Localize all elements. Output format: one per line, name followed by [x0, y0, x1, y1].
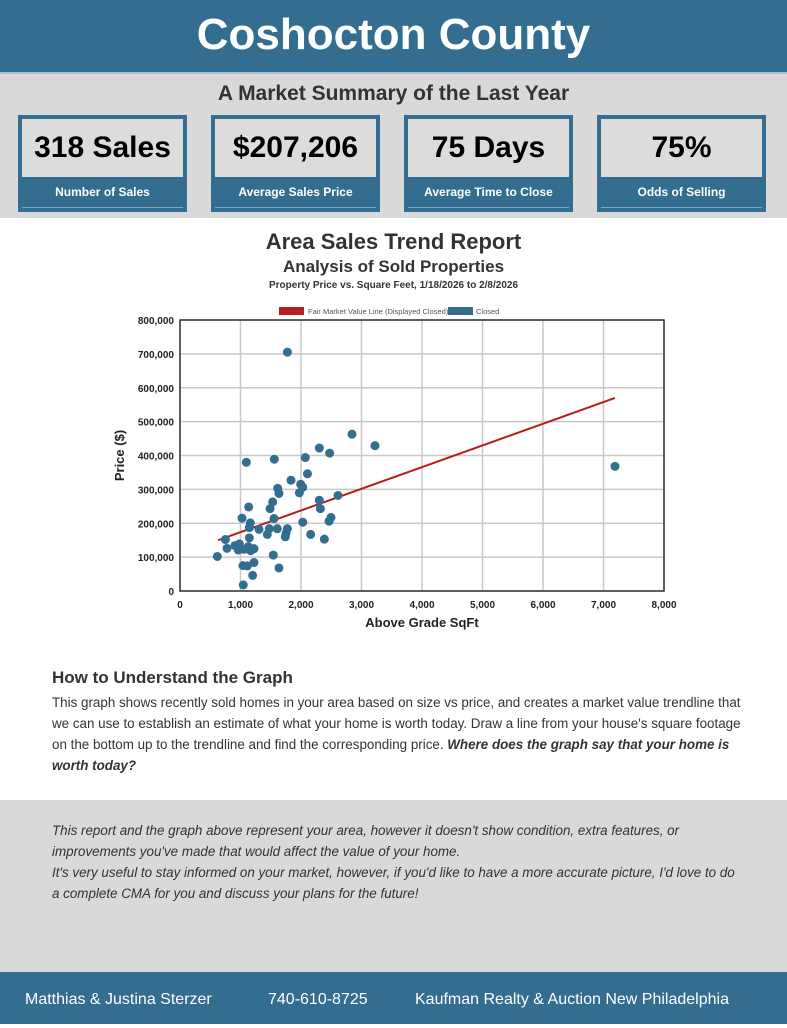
y-tick-label: 700,000 — [138, 350, 175, 361]
data-point — [238, 580, 248, 590]
stat-card-odds: 75% Odds of Selling — [597, 115, 766, 212]
data-point — [319, 534, 329, 544]
data-point — [244, 523, 254, 533]
stat-label: Average Sales Price — [215, 177, 376, 208]
plot-frame — [179, 319, 665, 592]
data-point — [212, 551, 222, 561]
brokerage: Kaufman Realty & Auction New Philadelphi… — [415, 991, 729, 1008]
data-point — [347, 429, 357, 439]
legend-label-line: Fair Market Value Line (Displayed Closed… — [308, 307, 449, 316]
data-point — [610, 461, 620, 471]
agent-names: Matthias & Justina Sterzer — [25, 991, 212, 1008]
y-tick-label: 0 — [168, 587, 174, 598]
legend-swatch-line — [279, 307, 304, 315]
data-point — [268, 550, 278, 560]
data-point — [300, 453, 310, 463]
phone-number[interactable]: 740-610-8725 — [268, 991, 368, 1008]
data-point — [244, 502, 254, 512]
report-caption: Property Price vs. Square Feet, 1/18/202… — [268, 280, 519, 291]
x-tick-label: 2,000 — [288, 600, 313, 611]
data-point — [306, 529, 316, 539]
data-point — [315, 504, 325, 514]
data-point — [294, 488, 304, 498]
data-point — [370, 441, 380, 451]
report-title: Area Sales Trend Report — [265, 229, 522, 254]
legend-label-closed: Closed — [476, 307, 499, 316]
data-point — [242, 561, 252, 571]
disclaimer: This report and the graph above represen… — [0, 800, 787, 972]
report-subtitle: Analysis of Sold Properties — [282, 257, 505, 276]
data-point — [246, 546, 256, 556]
page-title: Coshocton County — [0, 0, 787, 72]
data-point — [274, 563, 284, 573]
stat-label: Average Time to Close — [408, 177, 569, 208]
data-point — [298, 517, 308, 527]
y-tick-label: 300,000 — [138, 485, 175, 496]
stat-value: 75% — [601, 119, 762, 177]
x-tick-label: 1,000 — [228, 600, 253, 611]
y-tick-label: 600,000 — [138, 384, 175, 395]
data-point — [314, 443, 324, 453]
scatter-chart: 0 1,000 2,000 3,000 4,000 5,000 6,000 7,000 8,00… — [112, 307, 677, 630]
how-to-section: How to Understand the Graph This graph s… — [52, 668, 752, 776]
data-point — [249, 558, 259, 568]
x-tick-label: 4,000 — [409, 600, 434, 611]
stat-card-sales: 318 Sales Number of Sales — [18, 115, 187, 212]
stat-card-days: 75 Days Average Time to Close — [404, 115, 573, 212]
data-point — [274, 488, 284, 498]
trend-line — [217, 396, 616, 542]
y-tick-label: 200,000 — [138, 519, 175, 530]
y-tick-label: 500,000 — [138, 418, 175, 429]
how-title: How to Understand the Graph — [52, 668, 293, 687]
market-summary: A Market Summary of the Last Year 318 Sa… — [0, 72, 787, 218]
data-point — [237, 513, 247, 523]
data-point — [244, 533, 254, 543]
how-question: Where does the graph say that your home … — [52, 737, 730, 773]
x-axis-label: Above Grade SqFt — [365, 615, 479, 630]
x-tick-label: 3,000 — [349, 600, 374, 611]
note-line-1: This report and the graph above represen… — [52, 823, 680, 859]
data-point — [314, 495, 324, 505]
data-point — [241, 457, 251, 467]
data-point — [269, 514, 279, 524]
x-tick-label: 0 — [177, 600, 183, 611]
data-point — [272, 524, 282, 534]
x-tick-label: 7,000 — [591, 600, 616, 611]
data-point — [222, 543, 232, 553]
how-text: This graph shows recently sold homes in … — [52, 692, 752, 776]
stat-value: $207,206 — [215, 119, 376, 177]
stat-label: Odds of Selling — [601, 177, 762, 208]
y-tick-label: 400,000 — [138, 452, 175, 463]
note-line-2: It's very useful to stay informed on you… — [52, 865, 735, 901]
y-tick-label: 800,000 — [138, 316, 175, 327]
data-point — [220, 535, 230, 545]
data-point — [248, 570, 258, 580]
summary-title: A Market Summary of the Last Year — [217, 82, 570, 105]
data-point — [325, 448, 335, 458]
footer: Matthias & Justina Sterzer 740-610-8725 … — [0, 972, 787, 1024]
data-point — [282, 347, 292, 357]
stat-value: 75 Days — [408, 119, 569, 177]
stat-label: Number of Sales — [22, 177, 183, 208]
data-point — [302, 469, 312, 479]
stat-card-price: $207,206 Average Sales Price — [211, 115, 380, 212]
x-tick-label: 6,000 — [530, 600, 555, 611]
data-point — [280, 532, 290, 542]
y-tick-label: 100,000 — [138, 553, 175, 564]
data-point — [262, 529, 272, 539]
legend-swatch-closed — [448, 307, 473, 315]
data-point — [268, 497, 278, 507]
data-point — [269, 454, 279, 464]
y-axis-label: Price ($) — [112, 430, 127, 481]
how-body: This graph shows recently sold homes in … — [52, 695, 741, 752]
data-point — [265, 504, 275, 514]
data-point — [286, 475, 296, 485]
stat-value: 318 Sales — [22, 119, 183, 177]
data-point — [254, 524, 264, 534]
x-tick-label: 5,000 — [470, 600, 495, 611]
data-point — [333, 490, 343, 500]
x-tick-label: 8,000 — [651, 600, 676, 611]
data-point — [324, 516, 334, 526]
